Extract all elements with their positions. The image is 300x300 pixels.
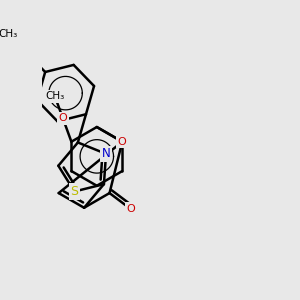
Text: CH₃: CH₃ xyxy=(45,91,64,101)
Text: CH₃: CH₃ xyxy=(0,29,18,39)
Text: S: S xyxy=(70,185,78,198)
Text: O: O xyxy=(126,204,135,214)
Text: N: N xyxy=(102,147,110,160)
Text: O: O xyxy=(58,113,67,123)
Text: O: O xyxy=(118,137,127,147)
